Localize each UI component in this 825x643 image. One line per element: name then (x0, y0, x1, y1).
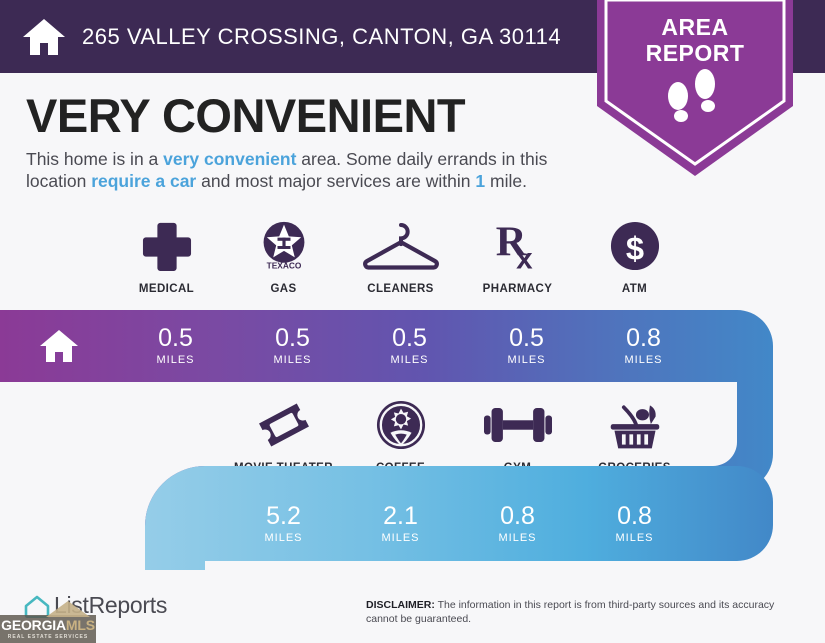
watermark-roof-icon (46, 601, 90, 617)
description-part-3: and most major services are within (196, 171, 476, 192)
category-label: ATM (621, 283, 648, 295)
distance-row-1: 0.5 MILES 0.5 MILES 0.5 MILES 0.5 MILES … (0, 310, 702, 382)
category-atm: $ ATM (576, 218, 693, 295)
distance-unit: MILES (381, 532, 420, 544)
distance-cell-gym: 0.8 MILES (459, 488, 576, 560)
distance-unit: MILES (507, 354, 546, 366)
distance-value: 2.1 (383, 502, 418, 530)
distance-cell-atm: 0.8 MILES (585, 310, 702, 382)
home-icon (22, 17, 66, 57)
watermark-title: GEORGIAMLS (1, 618, 95, 632)
category-label: CLEANERS (367, 283, 434, 295)
distance-unit: MILES (390, 354, 429, 366)
dumbbell-icon (483, 397, 552, 453)
distance-unit: MILES (273, 354, 312, 366)
disclaimer-text: The information in this report is from t… (366, 599, 775, 626)
distance-value: 0.5 (158, 324, 193, 352)
distance-value: 0.5 (509, 324, 544, 352)
distance-row-2: 5.2 MILES 2.1 MILES 0.8 MILES 0.8 MILES (225, 488, 693, 560)
watermark-mls: MLS (65, 617, 95, 633)
grocery-basket-icon (607, 397, 663, 453)
category-medical: MEDICAL (108, 218, 225, 295)
description-part-2: area. Some daily errands in this locatio… (26, 149, 548, 192)
rx-icon: R x (492, 218, 544, 274)
distance-unit: MILES (498, 532, 537, 544)
disclaimer-label: DISCLAIMER: (366, 599, 435, 611)
svg-text:$: $ (625, 229, 643, 266)
texaco-star-icon: TEXACO (258, 218, 310, 274)
distance-cell-medical: 0.5 MILES (117, 310, 234, 382)
category-icon-row-1: MEDICAL TEXACO GAS (108, 218, 693, 295)
watermark-tagline: REAL ESTATE SERVICES (7, 634, 89, 640)
distance-value: 0.5 (275, 324, 310, 352)
distance-value: 5.2 (266, 502, 301, 530)
category-label: PHARMACY (482, 283, 553, 295)
medical-cross-icon (142, 218, 192, 274)
distance-value: 0.8 (617, 502, 652, 530)
ticket-icon (258, 397, 310, 453)
home-marker-cell (0, 310, 117, 382)
home-icon (39, 330, 78, 362)
starbucks-icon (376, 397, 426, 453)
georgia-mls-watermark: GEORGIAMLS REAL ESTATE SERVICES (0, 601, 96, 643)
distance-unit: MILES (264, 532, 303, 544)
distance-cell-cleaners: 0.5 MILES (351, 310, 468, 382)
headline: VERY CONVENIENT (26, 89, 466, 142)
dollar-circle-icon: $ (610, 218, 660, 274)
page-title: 265 VALLEY CROSSING, CANTON, GA 30114 (82, 23, 562, 49)
description-part-4: mile. (485, 171, 527, 192)
distance-cell-movie-theater: 5.2 MILES (225, 488, 342, 560)
footprints-icon (668, 69, 715, 122)
distance-value: 0.8 (626, 324, 661, 352)
category-gas: TEXACO GAS (225, 218, 342, 295)
distance-unit: MILES (615, 532, 654, 544)
hanger-icon (361, 218, 441, 274)
distance-unit: MILES (624, 354, 663, 366)
distance-unit: MILES (156, 354, 195, 366)
distance-cell-gas: 0.5 MILES (234, 310, 351, 382)
description-part-1: This home is in a (26, 149, 164, 169)
category-pharmacy: R x PHARMACY (459, 218, 576, 295)
category-label: GAS (270, 283, 297, 295)
distance-value: 0.8 (500, 502, 535, 530)
badge-line-2: REPORT (645, 40, 745, 67)
distance-value: 0.5 (392, 324, 427, 352)
description-text: This home is in a very convenient area. … (26, 148, 591, 193)
category-cleaners: CLEANERS (342, 218, 459, 295)
disclaimer: DISCLAIMER: The information in this repo… (366, 598, 806, 626)
distance-ribbon (0, 300, 825, 570)
description-highlight-3: 1 (475, 171, 486, 192)
svg-text:R: R (495, 220, 527, 265)
badge-text: AREA REPORT (597, 14, 793, 66)
svg-text:TEXACO: TEXACO (266, 260, 301, 270)
area-report-badge: AREA REPORT (597, 0, 793, 176)
category-label: MEDICAL (138, 283, 195, 295)
description-highlight-2: require a car (91, 171, 197, 192)
distance-cell-groceries: 0.8 MILES (576, 488, 693, 560)
svg-text:x: x (516, 242, 533, 272)
watermark-georgia: GEORGIA (1, 617, 66, 633)
badge-line-1: AREA (661, 14, 729, 40)
description-highlight-1: very convenient (163, 149, 297, 169)
distance-cell-pharmacy: 0.5 MILES (468, 310, 585, 382)
distance-cell-coffee: 2.1 MILES (342, 488, 459, 560)
